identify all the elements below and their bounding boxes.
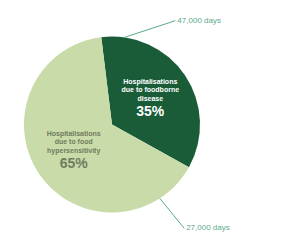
annotation: 27,000 days [186, 223, 230, 232]
slice-label: Hospitalisationsdue to food hypersensitiv… [47, 130, 101, 155]
slice-label-line: Hospitalisations [123, 78, 177, 86]
pie: Hospitalisationsdue to foodbornedisease3… [24, 16, 230, 233]
slice-label-line: hypersensitivity [47, 147, 100, 155]
annotation: 47,000 days [177, 16, 221, 25]
data-label: 65% [60, 155, 89, 171]
annotation-line [160, 198, 184, 228]
data-label: 35% [136, 103, 165, 119]
chart: Hospitalisationsdue to foodbornedisease3… [0, 0, 296, 249]
slice-label: Hospitalisationsdue to foodborne disease [122, 78, 180, 102]
pie-slice [24, 37, 189, 212]
slice-label-line: due to food [55, 138, 93, 145]
slice-label-line: due to foodborne [122, 86, 180, 93]
slice-label-line: disease [137, 95, 163, 102]
annotation-line [124, 21, 175, 38]
slice-label-line: Hospitalisations [47, 130, 101, 138]
